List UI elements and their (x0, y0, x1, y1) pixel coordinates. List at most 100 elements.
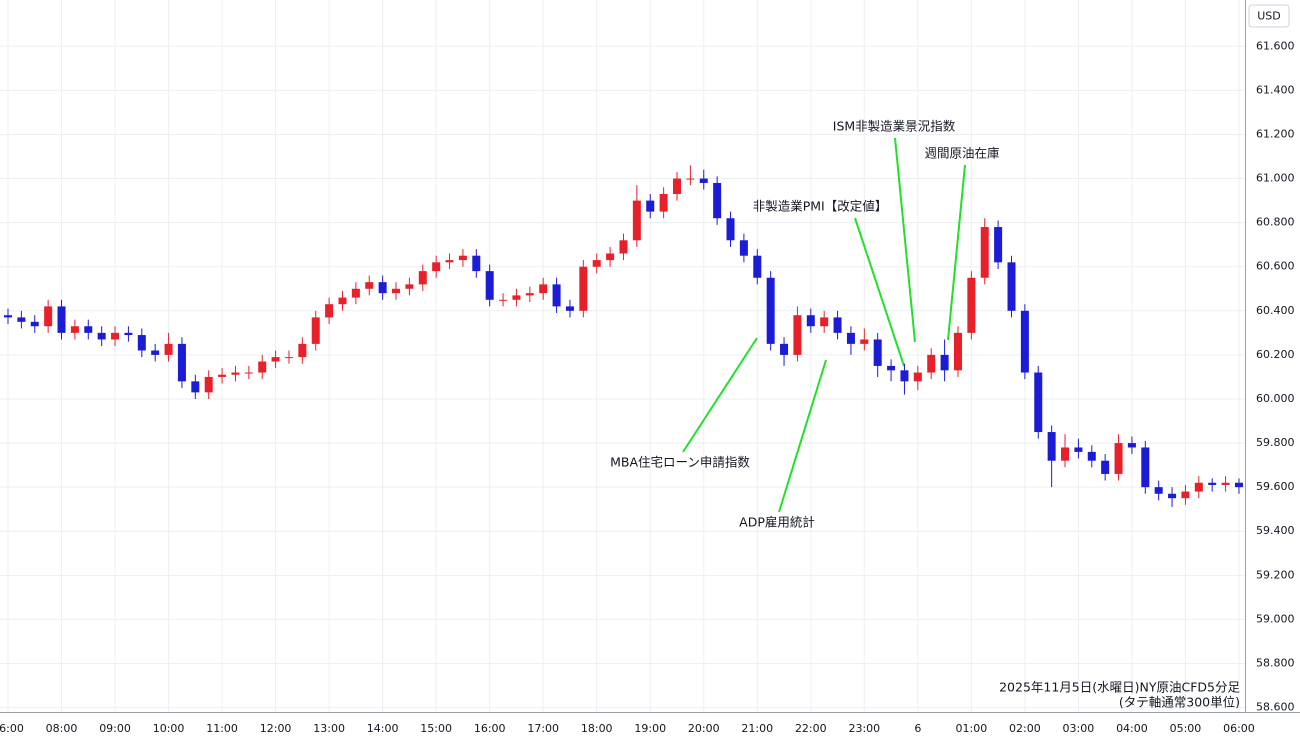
y-tick-label: 60.800 (1256, 216, 1295, 229)
candle-body (927, 354, 936, 373)
y-tick-label: 61.000 (1256, 172, 1295, 185)
candle-body (445, 260, 454, 263)
x-tick-label: 02:00 (1009, 722, 1041, 735)
candle-body (632, 200, 641, 241)
candle-body (739, 240, 748, 256)
candle-body (124, 332, 133, 336)
x-tick-label: 08:00 (46, 722, 78, 735)
candle-body (1154, 487, 1163, 494)
candle-body (231, 372, 240, 375)
candle-body (512, 295, 521, 300)
note: (タテ軸通常300単位) (1119, 695, 1240, 710)
candle-body (418, 271, 427, 285)
annotation-label: MBA住宅ローン申請指数 (610, 455, 750, 470)
x-tick-label: 14:00 (367, 722, 399, 735)
candle-body (1141, 447, 1150, 488)
candle-body (177, 343, 186, 382)
candle-body (1168, 493, 1177, 499)
annotation-line (947, 164, 966, 341)
candle-body (405, 284, 414, 289)
candle-body (151, 350, 160, 355)
x-tick-label: 17:00 (527, 722, 559, 735)
y-tick-label: 59.800 (1256, 436, 1295, 449)
candle-body (673, 178, 681, 194)
candle-body (1020, 310, 1029, 373)
candle-body (539, 284, 548, 294)
candle-body (606, 253, 615, 261)
y-tick-label: 60.400 (1256, 304, 1295, 317)
candle-body (137, 335, 146, 351)
candle-body (766, 277, 775, 344)
candle-body (325, 304, 334, 318)
annotation-label: ADP雇用統計 (739, 515, 815, 530)
x-tick-label: 15:00 (420, 722, 452, 735)
candle-body (713, 182, 722, 219)
candle-body (646, 200, 655, 212)
x-tick-label: 05:00 (1170, 722, 1202, 735)
candle-body (485, 271, 494, 300)
candle-body (30, 321, 39, 327)
candle-body (298, 343, 307, 358)
annotation-label: 週間原油在庫 (924, 146, 999, 161)
y-tick-label: 60.000 (1256, 392, 1295, 405)
candle-body (980, 227, 989, 278)
candle-body (619, 240, 628, 254)
y-tick-label: 61.400 (1256, 83, 1295, 96)
y-tick-label: 58.800 (1256, 657, 1295, 670)
y-tick-label: 61.200 (1256, 127, 1295, 140)
candle-body (458, 255, 467, 261)
candle-body (1061, 447, 1070, 461)
currency-box (1248, 4, 1290, 28)
x-tick-label: 6 (914, 722, 921, 735)
candle-body (940, 354, 949, 371)
x-tick-label: 04:00 (1116, 722, 1148, 735)
annotation-label: 非製造業PMI【改定値】 (753, 199, 888, 214)
annotation-line (894, 137, 916, 343)
candle-body (753, 255, 762, 278)
x-tick-label: 22:00 (795, 722, 827, 735)
x-tick-label: 19:00 (634, 722, 666, 735)
candle-body (913, 372, 922, 382)
candles (4, 165, 1243, 507)
x-tick-label: 21:00 (741, 722, 773, 735)
candle-body (244, 372, 253, 374)
annotation-line (778, 359, 827, 513)
candle-body (820, 317, 829, 327)
note: 2025年11月5日(水曜日)NY原油CFD5分足 (999, 680, 1240, 695)
x-tick-label: 18:00 (581, 722, 613, 735)
candle-body (351, 288, 360, 298)
candle-body (44, 306, 53, 327)
candle-body (1007, 262, 1016, 311)
candle-body (1074, 447, 1083, 452)
candle-body (1181, 491, 1190, 499)
annotation-line (682, 337, 758, 453)
x-tick-label: 11:00 (206, 722, 238, 735)
candle-body (164, 343, 173, 355)
candle-body (967, 277, 976, 333)
candle-body (258, 361, 267, 373)
candle-body (284, 357, 293, 359)
candle-body (1208, 482, 1217, 485)
candle-body (378, 282, 387, 294)
candle-body (218, 374, 227, 377)
candle-body (57, 306, 66, 333)
candle-body (953, 332, 962, 371)
annotation-line (854, 217, 905, 367)
grid (0, 0, 1245, 712)
candle-body (793, 315, 802, 355)
y-tick-label: 59.600 (1256, 480, 1295, 493)
candle-body (846, 332, 855, 344)
candle-body (84, 326, 93, 333)
candle-body (833, 317, 842, 333)
candle-body (1221, 482, 1230, 485)
y-tick-label: 59.200 (1256, 568, 1295, 581)
x-tick-label: 23:00 (848, 722, 880, 735)
x-tick-label: 01:00 (956, 722, 988, 735)
candle-body (552, 284, 561, 307)
candle-body (1087, 451, 1096, 461)
candle-body (311, 317, 320, 344)
candle-body (994, 227, 1003, 263)
candle-body (97, 332, 106, 340)
x-tick-label: 12:00 (260, 722, 292, 735)
